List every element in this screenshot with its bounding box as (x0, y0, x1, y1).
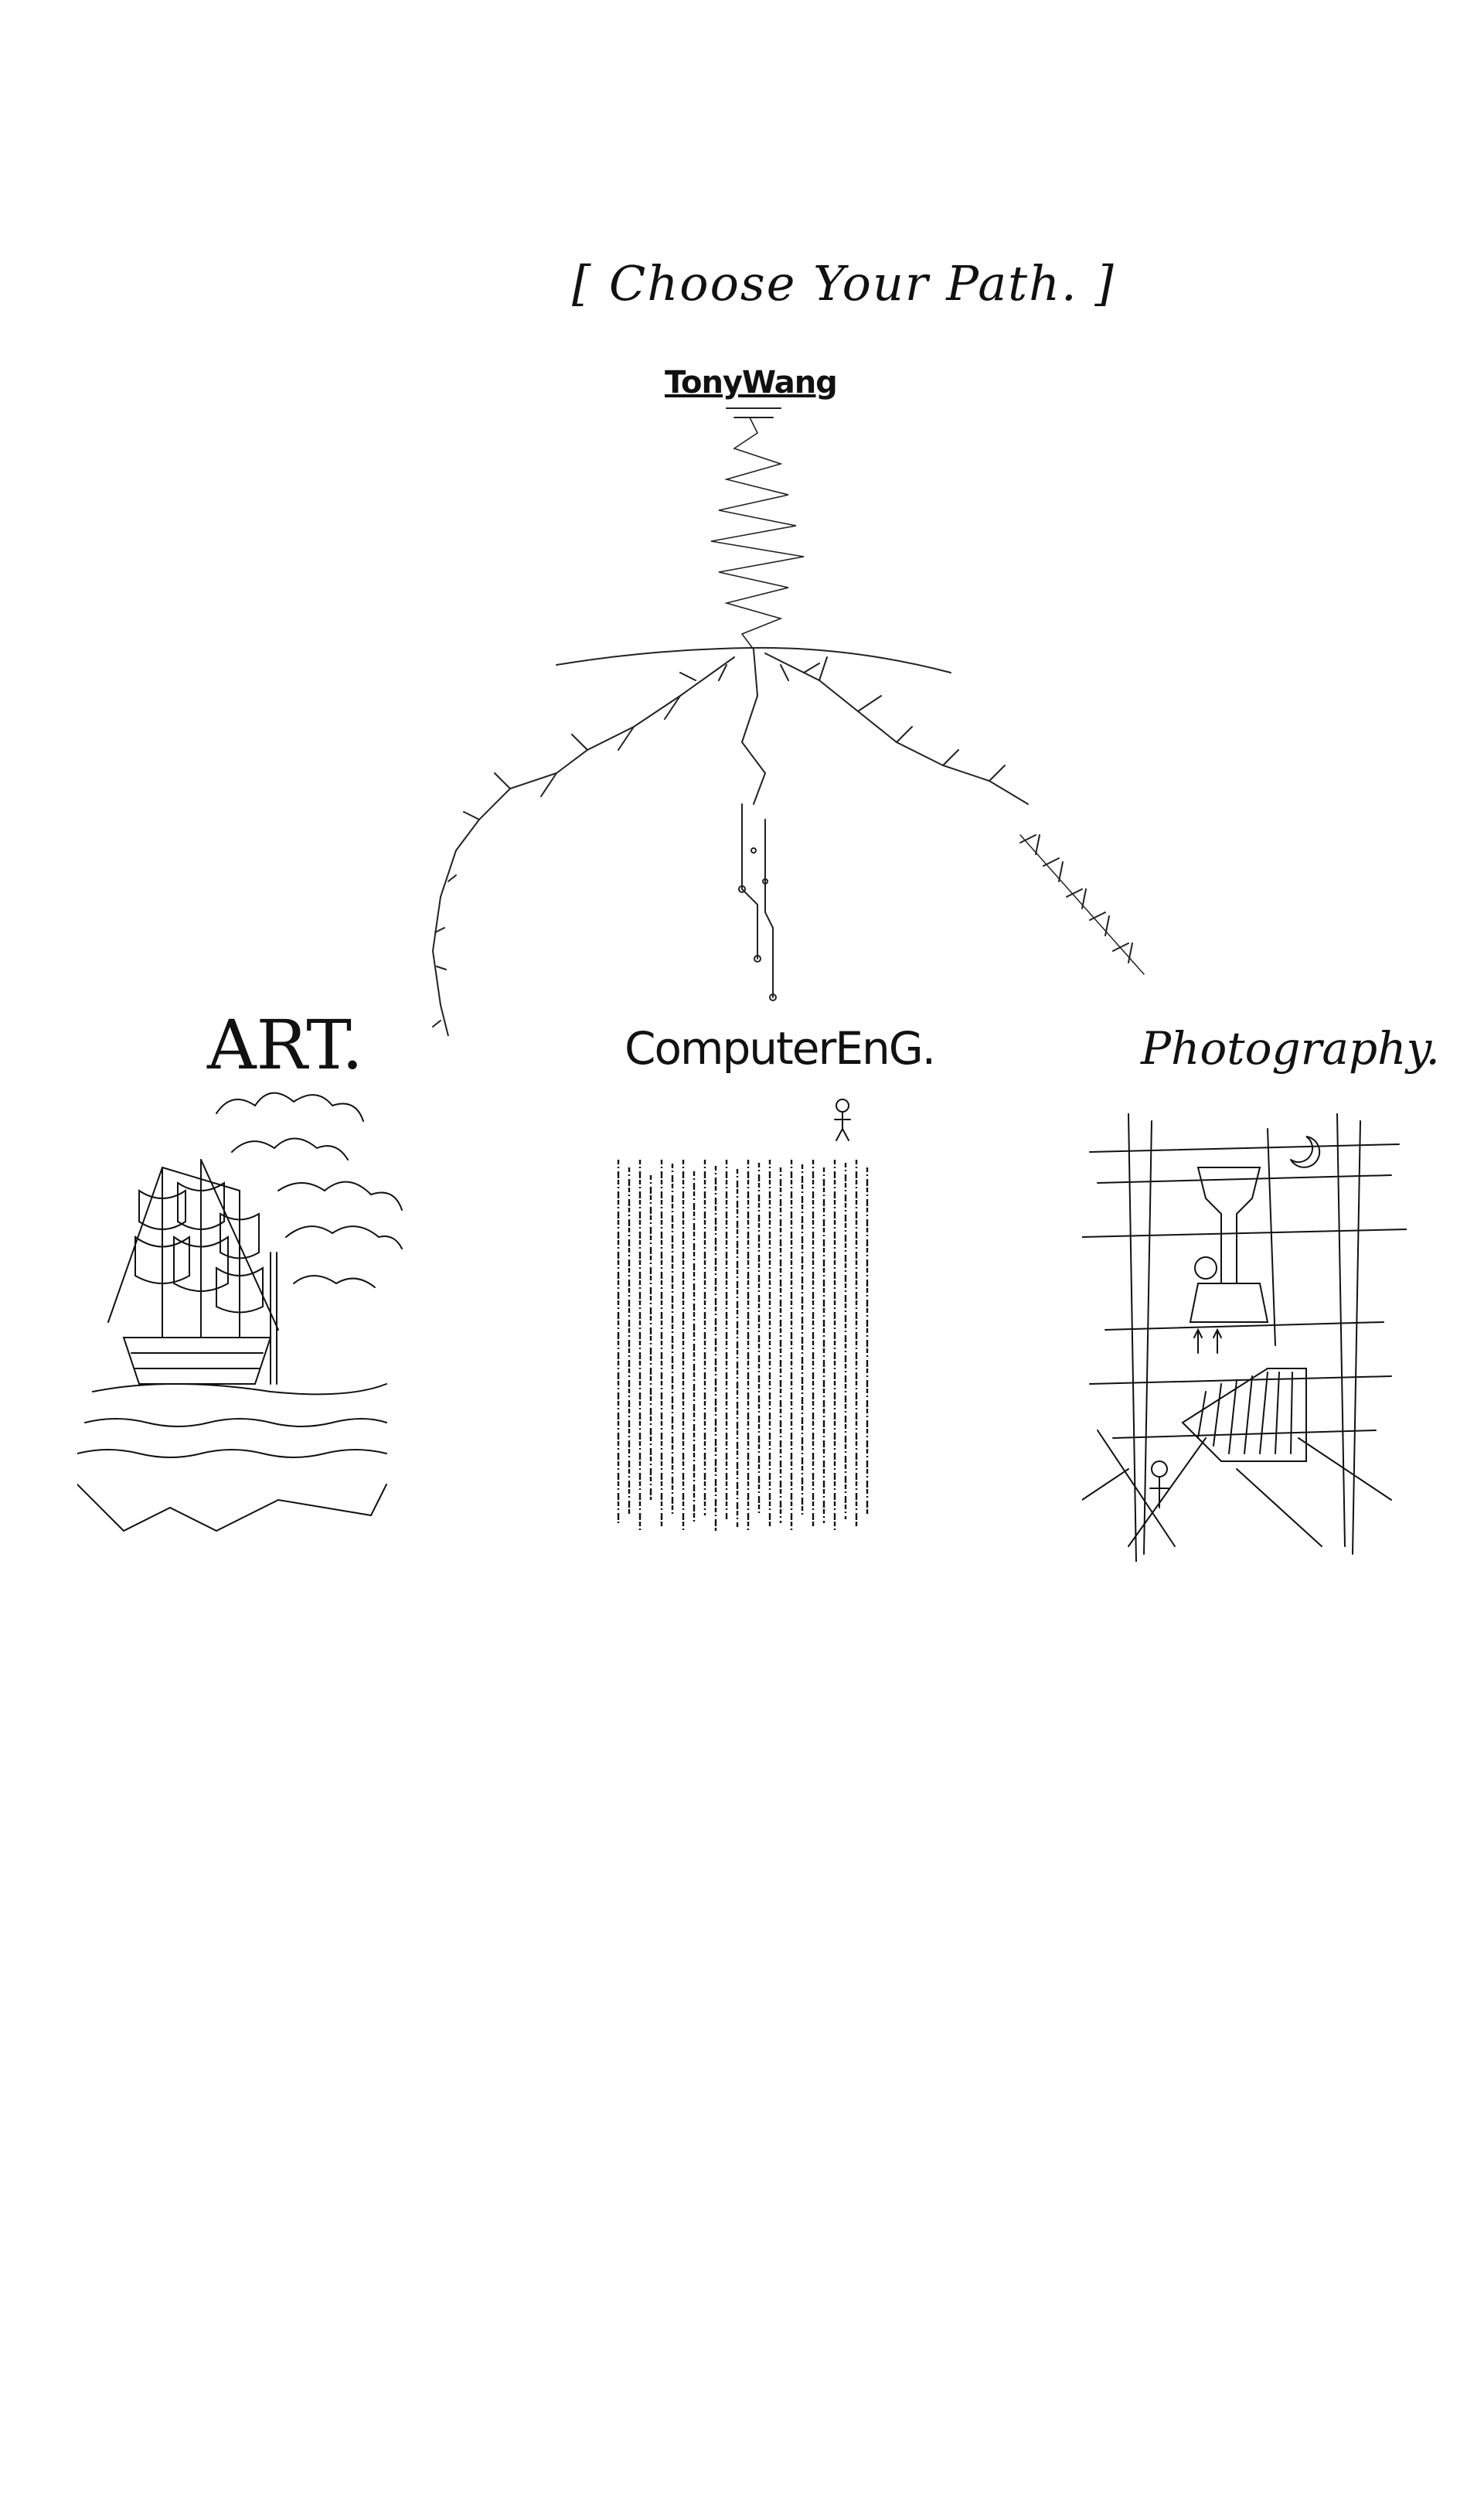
author-name: TonyWang (665, 365, 838, 400)
photography-sketch-illustration[interactable] (1082, 1113, 1407, 1562)
computer-eng-path-link[interactable]: ComputerEnG. (625, 1022, 936, 1075)
art-ship-illustration[interactable] (77, 1067, 464, 1539)
tree-roots-illustration (431, 407, 1145, 1036)
page-title: [ Choose Your Path. ] (572, 255, 1115, 312)
art-path-link[interactable]: ART. (207, 1005, 363, 1085)
photography-path-link[interactable]: Photography. (1141, 1022, 1440, 1075)
computer-eng-code-illustration[interactable] (603, 1082, 912, 1546)
